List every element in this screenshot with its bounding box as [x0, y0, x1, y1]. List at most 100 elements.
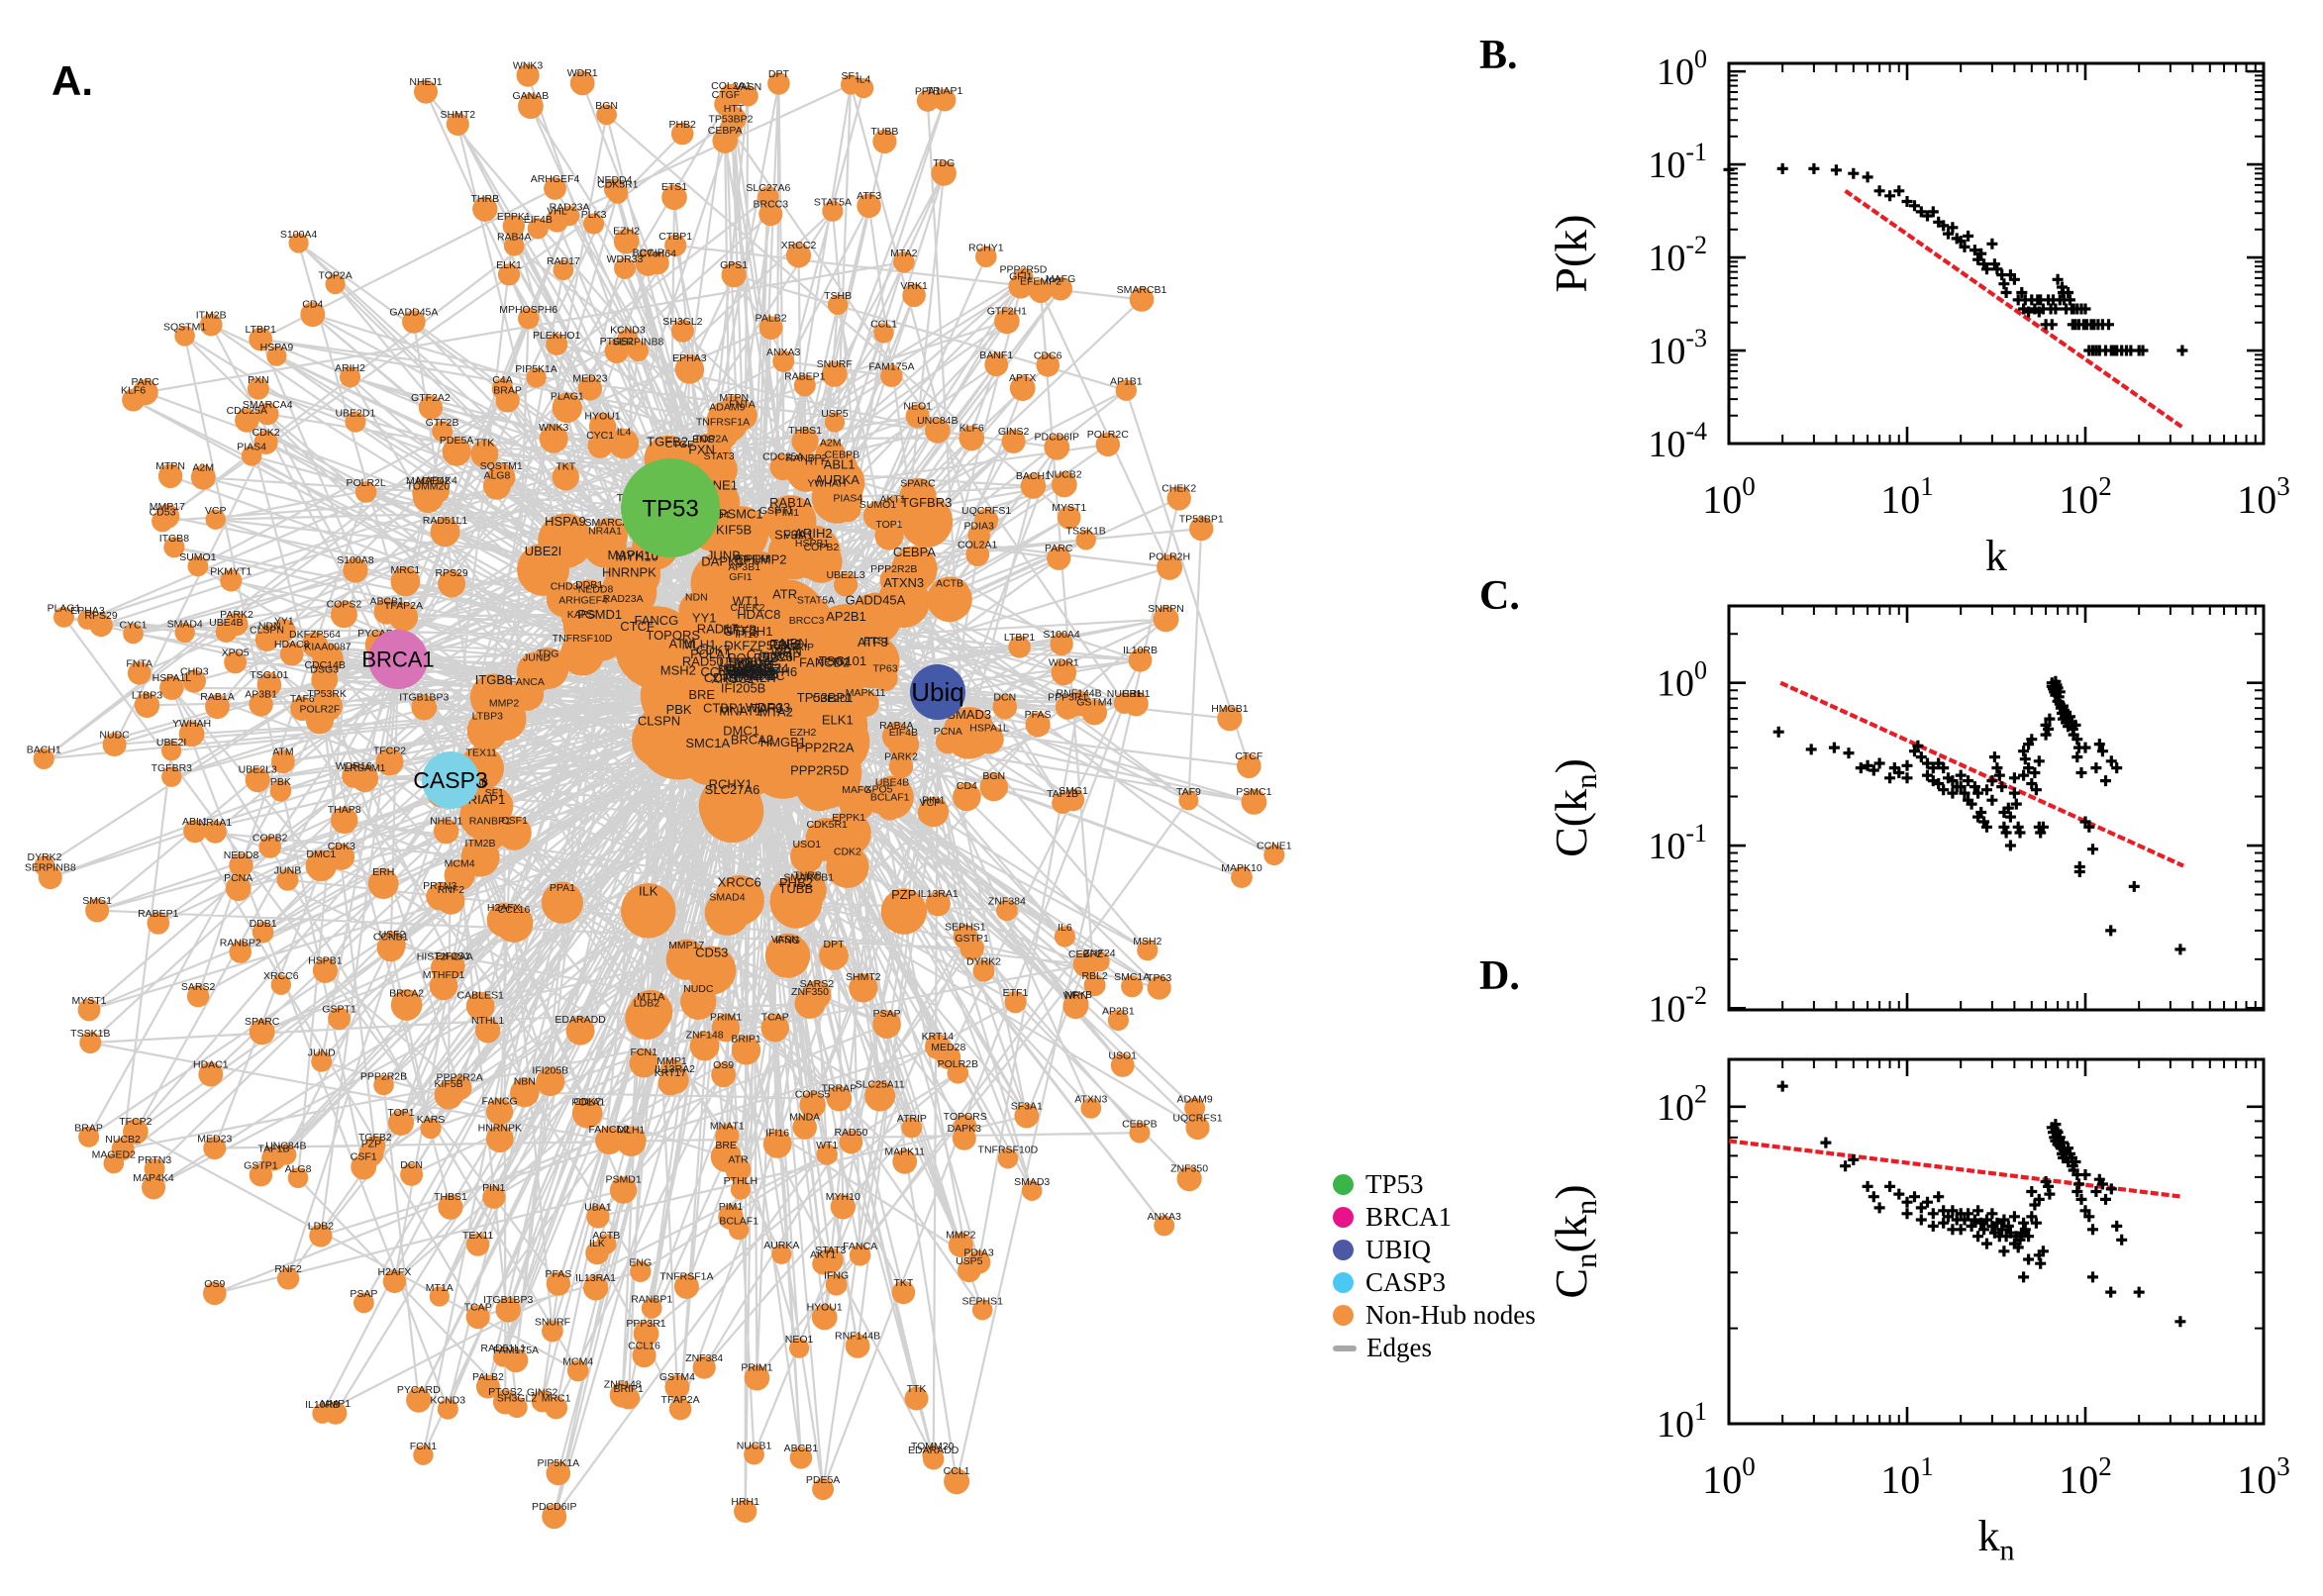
svg-text:TP63: TP63 — [872, 662, 897, 674]
svg-text:MTPN: MTPN — [719, 392, 749, 404]
svg-text:S100A8: S100A8 — [337, 554, 374, 566]
svg-text:NEO1: NEO1 — [903, 401, 932, 413]
svg-text:STAT3: STAT3 — [704, 450, 735, 462]
svg-text:MCM4: MCM4 — [562, 1356, 593, 1368]
svg-text:VASN: VASN — [734, 81, 761, 93]
svg-text:SF3A1: SF3A1 — [774, 527, 814, 542]
svg-text:WDR33: WDR33 — [746, 700, 791, 715]
svg-text:Ubiq: Ubiq — [911, 677, 963, 707]
svg-text:NEO1: NEO1 — [785, 1334, 814, 1346]
svg-text:DDB1: DDB1 — [250, 918, 277, 930]
svg-text:DCN: DCN — [400, 1159, 423, 1171]
svg-text:AP2B1: AP2B1 — [1102, 1006, 1135, 1018]
svg-text:CDK3: CDK3 — [704, 670, 739, 685]
svg-text:POLA1: POLA1 — [690, 647, 732, 661]
svg-text:MNAT1: MNAT1 — [719, 703, 761, 718]
svg-text:TRRAP: TRRAP — [822, 1083, 858, 1095]
svg-text:XRCC6: XRCC6 — [263, 970, 299, 982]
svg-text:ARHGEF4: ARHGEF4 — [558, 595, 608, 607]
svg-text:CASP3: CASP3 — [413, 767, 487, 793]
svg-text:EIF4B: EIF4B — [524, 214, 553, 226]
svg-text:ACTB: ACTB — [936, 578, 963, 590]
svg-text:CSF1: CSF1 — [501, 815, 528, 827]
scatter-points — [1776, 1080, 2186, 1328]
svg-text:HTT: HTT — [805, 456, 826, 468]
svg-text:FCN1: FCN1 — [410, 1441, 438, 1452]
hub-node-brca1: BRCA1 — [361, 630, 435, 689]
svg-text:MNDA: MNDA — [734, 655, 772, 670]
svg-text:DAPK3: DAPK3 — [701, 554, 744, 569]
svg-text:IL13RA2: IL13RA2 — [655, 1063, 695, 1075]
svg-text:THAP8: THAP8 — [733, 668, 774, 683]
svg-text:EZH2: EZH2 — [613, 226, 640, 238]
svg-text:YWHAH: YWHAH — [172, 718, 211, 730]
svg-text:TNFRSF1A: TNFRSF1A — [659, 1271, 713, 1283]
svg-text:JUND: JUND — [523, 652, 551, 664]
svg-text:RNF2: RNF2 — [438, 884, 465, 896]
svg-text:TOMM20: TOMM20 — [407, 480, 451, 492]
svg-text:ATRIP: ATRIP — [784, 642, 814, 653]
svg-text:CDK2: CDK2 — [834, 847, 861, 858]
svg-text:SMG1: SMG1 — [1059, 785, 1088, 797]
scatter-points — [1772, 675, 2186, 955]
svg-text:EZH2: EZH2 — [789, 727, 816, 739]
svg-text:PSMC1: PSMC1 — [719, 507, 763, 522]
svg-text:UQCRFS1: UQCRFS1 — [1172, 1112, 1222, 1124]
svg-text:MPHOSPH6: MPHOSPH6 — [725, 664, 797, 679]
svg-text:TSSK1B: TSSK1B — [70, 1028, 110, 1040]
svg-text:JUNB: JUNB — [274, 865, 301, 877]
svg-text:AURKA: AURKA — [763, 1240, 799, 1251]
plot-frame — [1727, 604, 2266, 1012]
svg-text:ZNF148: ZNF148 — [604, 1379, 642, 1391]
svg-text:ILK: ILK — [639, 884, 658, 899]
svg-text:TOP1: TOP1 — [875, 519, 902, 531]
svg-text:NHEJ1: NHEJ1 — [409, 76, 442, 88]
svg-text:CTGF: CTGF — [665, 439, 694, 450]
svg-text:NR4A1: NR4A1 — [588, 526, 622, 538]
svg-text:TFAP2A: TFAP2A — [384, 600, 423, 612]
svg-text:SNURF: SNURF — [535, 1316, 570, 1328]
svg-text:MAPK11: MAPK11 — [884, 1147, 925, 1158]
svg-text:TTK: TTK — [907, 1383, 927, 1395]
svg-text:CEBPA: CEBPA — [893, 545, 936, 559]
y-tick-label: 10-1 — [1648, 819, 1707, 867]
svg-text:USO1: USO1 — [1108, 1050, 1137, 1062]
svg-text:DCN: DCN — [993, 691, 1016, 703]
svg-text:JUND: JUND — [308, 1047, 336, 1059]
svg-text:PIN1: PIN1 — [922, 795, 946, 807]
svg-text:BGN: BGN — [595, 100, 618, 112]
svg-text:RABEP1: RABEP1 — [784, 370, 826, 382]
svg-text:CEBPB: CEBPB — [1122, 1118, 1158, 1130]
svg-text:SMC1A: SMC1A — [1114, 971, 1150, 983]
svg-text:PBK: PBK — [666, 702, 692, 717]
svg-text:ITGB1BP3: ITGB1BP3 — [399, 691, 449, 703]
svg-text:TOPORS: TOPORS — [646, 628, 700, 643]
svg-text:FNTA: FNTA — [729, 398, 756, 410]
svg-text:IL13RA1: IL13RA1 — [575, 1272, 616, 1284]
svg-text:WNK3: WNK3 — [539, 422, 568, 434]
svg-text:PIP5K1A: PIP5K1A — [537, 1457, 579, 1469]
svg-text:ETS1: ETS1 — [661, 181, 687, 193]
svg-text:MED28: MED28 — [931, 1042, 965, 1053]
svg-text:SERPINB8: SERPINB8 — [612, 337, 663, 349]
svg-text:SARS2: SARS2 — [800, 978, 835, 990]
svg-text:CDK2: CDK2 — [252, 427, 280, 439]
svg-text:PRTN3: PRTN3 — [138, 1154, 171, 1166]
svg-text:BCLAF1: BCLAF1 — [870, 792, 910, 804]
svg-text:PIAS4: PIAS4 — [237, 442, 266, 453]
svg-text:CHD3: CHD3 — [180, 666, 209, 678]
svg-text:SMARCA4: SMARCA4 — [243, 399, 293, 411]
svg-text:S100A4: S100A4 — [1043, 629, 1080, 641]
svg-text:SH3GL2: SH3GL2 — [497, 1393, 537, 1405]
svg-text:PIM1: PIM1 — [719, 1201, 744, 1213]
svg-text:CYC1: CYC1 — [586, 430, 614, 442]
svg-text:WT1: WT1 — [816, 1140, 838, 1151]
svg-text:WDR1: WDR1 — [567, 67, 598, 79]
svg-text:PCNA: PCNA — [934, 726, 962, 738]
svg-text:MTPN: MTPN — [155, 460, 185, 472]
svg-text:RAB1A: RAB1A — [769, 495, 812, 510]
svg-text:AP3B1: AP3B1 — [245, 689, 277, 701]
svg-text:CSF1: CSF1 — [351, 1150, 377, 1162]
svg-text:RPS29: RPS29 — [84, 610, 117, 622]
svg-text:ABL1: ABL1 — [182, 816, 208, 828]
